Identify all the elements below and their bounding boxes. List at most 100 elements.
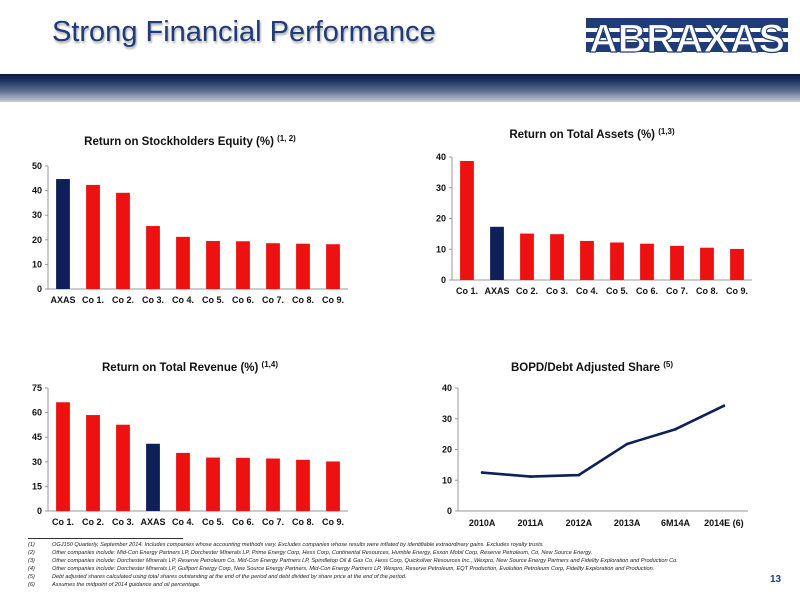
- bar-co-3: [116, 424, 130, 511]
- x-tick-label: Co 8.: [292, 295, 314, 305]
- chart-title-text: Return on Total Assets (%): [509, 129, 658, 141]
- x-tick-label: Co 1.: [456, 286, 478, 296]
- footnote-3: (3) Other companies include: Dorchester M…: [28, 558, 678, 565]
- chart-total-assets: Return on Total Assets (%) (1,3) 0 10 20 30 4…: [430, 127, 755, 309]
- y-tick-label: 50: [32, 161, 42, 171]
- bar-co-9: [326, 461, 340, 511]
- x-tick-label: Co 3.: [546, 286, 568, 296]
- x-tick-label: 2011A: [517, 518, 544, 528]
- x-tick-label: Co 7.: [262, 295, 284, 305]
- header-band: [0, 74, 800, 102]
- x-tick-label: Co 4.: [172, 517, 194, 527]
- bar-co-6: [640, 243, 654, 280]
- x-tick-label: Co 8.: [292, 517, 314, 527]
- y-tick-label: 10: [32, 259, 42, 269]
- bar-co-4: [176, 236, 190, 289]
- footnote-2: (2) Other companies include: Mid-Con Ener…: [28, 550, 593, 557]
- chart-bopd-debt-share: BOPD/Debt Adjusted Share (5) 0 10 20 30 40 201…: [430, 357, 755, 539]
- y-tick-label: 75: [32, 383, 42, 393]
- bar-co-2: [86, 415, 100, 511]
- footnote-1: (1) OGJ150 Quarterly, September 2014. Inc…: [28, 542, 544, 548]
- point-2010a: [480, 471, 484, 474]
- chart-title-text: Return on Stockholders Equity (%): [84, 136, 277, 148]
- y-tick-label: 30: [442, 414, 452, 424]
- x-tick-label: 6M14A: [661, 518, 691, 528]
- chart-title: Return on Total Assets (%) (1,3): [509, 127, 675, 141]
- x-tick-label: Co 6.: [232, 517, 254, 527]
- logo-text: ABRAXAS: [589, 17, 785, 60]
- y-tick-label: 10: [442, 475, 452, 485]
- bar-co-1: [86, 184, 100, 289]
- bar-co-5: [206, 241, 220, 289]
- bar-co-4: [580, 240, 594, 280]
- bar-co-3: [550, 234, 564, 280]
- x-tick-label: AXAS: [484, 286, 509, 296]
- x-tick-label: Co 1.: [52, 517, 74, 527]
- y-tick-label: 10: [436, 244, 446, 254]
- x-tick-label: AXAS: [140, 517, 165, 527]
- x-tick-label: Co 5.: [202, 295, 224, 305]
- y-tick-label: 30: [32, 210, 42, 220]
- y-tick-label: 0: [441, 275, 446, 285]
- x-tick-label: Co 6.: [232, 295, 254, 305]
- bar-co-1: [460, 160, 474, 280]
- x-tick-label: Co 7.: [666, 286, 688, 296]
- chart-title-superscript: (5): [663, 360, 673, 369]
- page-title: Strong Financial Performance: [52, 16, 436, 48]
- y-tick-label: 30: [32, 457, 42, 467]
- y-tick-label: 45: [32, 432, 42, 442]
- x-tick-label: Co 3.: [112, 517, 134, 527]
- series-line: [482, 404, 725, 478]
- bar-axas: [146, 443, 160, 511]
- point-2012a: [577, 473, 581, 477]
- bar-co-6: [236, 457, 250, 511]
- page-number: 13: [770, 574, 782, 585]
- point-2013a: [625, 442, 629, 446]
- bar-co-7: [266, 458, 280, 511]
- y-tick-label: 20: [442, 445, 452, 455]
- footnote-rule: [28, 538, 183, 539]
- bar-axas: [56, 179, 70, 289]
- x-tick-label: 2012A: [566, 518, 593, 528]
- bar-co-8: [700, 247, 714, 280]
- x-tick-label: Co 8.: [696, 286, 718, 296]
- x-tick-label: Co 4.: [172, 295, 194, 305]
- chart-title-superscript: (1, 2): [277, 134, 296, 143]
- x-tick-label: Co 7.: [262, 517, 284, 527]
- bar-co-5: [610, 242, 624, 280]
- bar-co-9: [326, 244, 340, 289]
- x-tick-label: Co 9.: [322, 517, 344, 527]
- x-tick-label-suffix: (6): [730, 518, 744, 528]
- bar-co-4: [176, 452, 190, 511]
- bar-co-3: [146, 226, 160, 289]
- x-tick-label: AXAS: [50, 295, 75, 305]
- x-tick-label: Co 2.: [516, 286, 538, 296]
- footnote-5: (5) Debt adjusted shares calculated using…: [28, 574, 407, 581]
- x-tick-label: Co 2.: [112, 295, 134, 305]
- bar-co-6: [236, 241, 250, 289]
- x-tick-label: 2010A: [469, 518, 496, 528]
- bar-co-1: [56, 402, 70, 511]
- point-2014e: [722, 404, 726, 408]
- chart-title: Return on Stockholders Equity (%) (1, 2): [84, 134, 296, 148]
- bar-co-2: [116, 192, 130, 289]
- x-tick-label: Co 4.: [576, 286, 598, 296]
- chart-total-revenue: Return on Total Revenue (%) (1,4) 0 15 30 45…: [28, 357, 353, 539]
- y-tick-label: 20: [32, 235, 42, 245]
- chart-title-superscript: (1,4): [262, 360, 279, 369]
- point-6m14a: [674, 427, 677, 431]
- bar-axas: [490, 226, 504, 280]
- bar-co-9: [730, 248, 744, 280]
- y-tick-label: 15: [32, 481, 42, 491]
- y-tick-label: 0: [37, 506, 42, 516]
- chart-stockholders-equity: Return on Stockholders Equity (%) (1, 2)…: [28, 130, 353, 312]
- y-tick-label: 20: [436, 214, 446, 224]
- bar-co-8: [296, 243, 310, 289]
- bar-co-5: [206, 457, 220, 511]
- x-tick-label: Co 5.: [606, 286, 628, 296]
- chart-title-text: Return on Total Revenue (%): [102, 362, 262, 374]
- y-tick-label: 60: [32, 408, 42, 418]
- footnote-6: (6) Assumes the midpoint of 2014 guidance…: [28, 582, 201, 589]
- x-tick-label: 2013A: [614, 518, 641, 528]
- chart-title: BOPD/Debt Adjusted Share (5): [511, 360, 673, 374]
